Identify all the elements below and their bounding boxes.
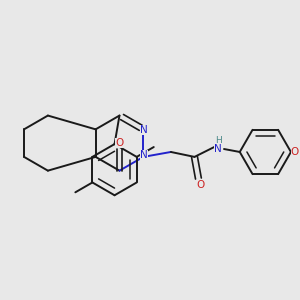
Text: H: H [215, 136, 221, 145]
Text: N: N [140, 150, 148, 160]
Text: N: N [214, 144, 222, 154]
Text: N: N [140, 125, 148, 135]
Text: O: O [115, 138, 124, 148]
Text: O: O [196, 180, 205, 190]
Text: O: O [291, 147, 299, 157]
